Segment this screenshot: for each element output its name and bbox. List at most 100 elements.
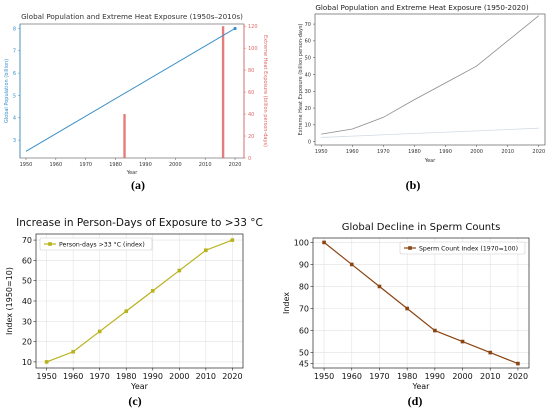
y-tick-label: 30 xyxy=(305,89,311,95)
data-point xyxy=(44,360,49,364)
data-point xyxy=(433,328,437,333)
y-axis-label: Index (1950=10) xyxy=(5,267,14,335)
y-tick-label: 60 xyxy=(22,256,32,265)
y-right-tick-label: 0 xyxy=(248,156,251,162)
x-tick-label: 1970 xyxy=(369,372,389,381)
y-right-tick-label: 100 xyxy=(248,46,258,52)
legend-box xyxy=(39,237,153,251)
chart-c-svg: Increase in Person-Days of Exposure to >… xyxy=(5,217,263,391)
x-tick-label: 1960 xyxy=(49,162,62,168)
caption-b: (b) xyxy=(405,178,421,192)
x-tick-label: 1960 xyxy=(346,149,359,155)
chart-title: Global Decline in Sperm Counts xyxy=(342,222,501,233)
x-tick-label: 2020 xyxy=(532,149,545,155)
y-tick-label: 70 xyxy=(22,236,32,245)
y-tick-label: 80 xyxy=(299,282,309,291)
y-right-tick-label: 40 xyxy=(248,112,254,118)
x-tick-label: 2010 xyxy=(196,372,216,381)
x-tick-label: 2000 xyxy=(169,162,182,168)
x-tick-label: 2010 xyxy=(501,149,514,155)
y-tick-label: 5 xyxy=(13,93,16,99)
x-tick-label: 1960 xyxy=(63,372,83,381)
y-axis-label: Extreme Heat Exposure (billion person-da… xyxy=(298,23,304,135)
data-point xyxy=(71,349,75,354)
population-line xyxy=(321,127,539,138)
y-tick-label: 50 xyxy=(305,55,311,61)
x-tick-label: 1970 xyxy=(377,149,390,155)
x-tick-label: 1970 xyxy=(90,372,110,381)
y-tick-label: 50 xyxy=(299,349,309,358)
y-tick-label: 8 xyxy=(13,26,16,32)
x-tick-label: 2010 xyxy=(480,372,500,381)
y-axis-label-right: Extreme Heat Exposure (billion person-da… xyxy=(262,35,268,147)
chart-title: Global Population and Extreme Heat Expos… xyxy=(315,3,528,12)
y-tick-label: 70 xyxy=(305,22,311,28)
chart-title: Global Population and Extreme Heat Expos… xyxy=(21,12,243,21)
x-tick-label: 1980 xyxy=(116,372,136,381)
heat-exposure-bar xyxy=(221,26,225,159)
chart-panel-a: Global Population and Extreme Heat Expos… xyxy=(0,0,275,176)
y-right-tick-label: 60 xyxy=(248,90,254,96)
legend-marker xyxy=(408,246,412,250)
x-tick-label: 2020 xyxy=(229,162,242,168)
x-tick-label: 1950 xyxy=(36,372,56,381)
x-tick-label: 1990 xyxy=(439,149,452,155)
y-tick-label: 4 xyxy=(13,116,16,122)
data-point xyxy=(124,309,129,313)
y-tick-label: 20 xyxy=(305,106,311,112)
data-point xyxy=(204,248,208,253)
data-point xyxy=(177,268,182,273)
x-tick-label: 2010 xyxy=(199,162,212,168)
y-tick-label: 50 xyxy=(22,277,32,286)
caption-a: (a) xyxy=(131,178,145,192)
x-axis-label: Year xyxy=(412,382,431,391)
x-tick-label: 1960 xyxy=(342,372,362,381)
y-tick-label: 6 xyxy=(13,71,16,77)
x-tick-label: 1990 xyxy=(143,372,163,381)
y-tick-label: 40 xyxy=(305,72,311,78)
y-right-tick-label: 20 xyxy=(248,134,254,140)
legend-label: Person-days >33 °C (index) xyxy=(59,241,145,249)
chart-a-svg: Global Population and Extreme Heat Expos… xyxy=(4,12,268,176)
x-tick-label: 1950 xyxy=(314,372,334,381)
y-right-tick-label: 120 xyxy=(248,24,258,30)
x-axis-label: Year xyxy=(126,170,139,176)
x-tick-label: 1950 xyxy=(20,162,33,168)
y-tick-label: 10 xyxy=(305,123,311,129)
legend-marker xyxy=(48,242,52,246)
y-tick-label: 70 xyxy=(299,305,309,314)
x-axis-label: Year xyxy=(130,382,149,391)
data-point xyxy=(97,329,102,334)
x-tick-label: 2000 xyxy=(470,149,483,155)
x-tick-label: 2020 xyxy=(508,372,528,381)
data-point xyxy=(150,289,155,293)
plot-frame xyxy=(19,23,245,159)
data-point xyxy=(405,306,409,311)
legend-label: Sperm Count Index (1970=100) xyxy=(419,246,518,253)
chart-b-svg: Global Population and Extreme Heat Expos… xyxy=(298,3,546,164)
data-point xyxy=(377,284,382,289)
y-tick-label: 100 xyxy=(294,238,309,247)
y-tick-label: 45 xyxy=(299,360,309,369)
data-point xyxy=(516,361,520,366)
data-point xyxy=(322,240,326,245)
y-tick-label: 0 xyxy=(308,139,311,145)
x-tick-label: 2000 xyxy=(169,372,189,381)
x-axis-label: Year xyxy=(424,158,437,164)
plot-frame xyxy=(312,237,530,369)
population-point xyxy=(233,26,237,31)
caption-d: (d) xyxy=(407,394,423,408)
x-tick-label: 2020 xyxy=(222,372,242,381)
chart-title: Increase in Person-Days of Exposure to >… xyxy=(16,217,263,229)
series-line xyxy=(323,241,519,365)
chart-panel-b: Global Population and Extreme Heat Expos… xyxy=(275,0,550,175)
x-tick-label: 1950 xyxy=(315,149,328,155)
caption-c: (c) xyxy=(128,394,142,408)
y-axis-label: Index xyxy=(282,292,291,314)
x-tick-label: 2000 xyxy=(452,372,472,381)
x-tick-label: 1990 xyxy=(139,162,152,168)
x-tick-label: 1980 xyxy=(397,372,417,381)
data-point xyxy=(488,350,493,355)
y-tick-label: 7 xyxy=(13,49,16,55)
y-tick-label: 90 xyxy=(299,260,309,269)
